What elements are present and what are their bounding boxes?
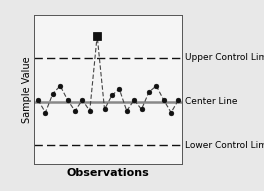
Text: Upper Control Limit: Upper Control Limit	[185, 53, 264, 62]
Text: Center Line: Center Line	[185, 97, 237, 106]
Y-axis label: Sample Value: Sample Value	[22, 57, 31, 123]
X-axis label: Observations: Observations	[67, 168, 150, 178]
Text: Lower Control Limit: Lower Control Limit	[185, 141, 264, 150]
